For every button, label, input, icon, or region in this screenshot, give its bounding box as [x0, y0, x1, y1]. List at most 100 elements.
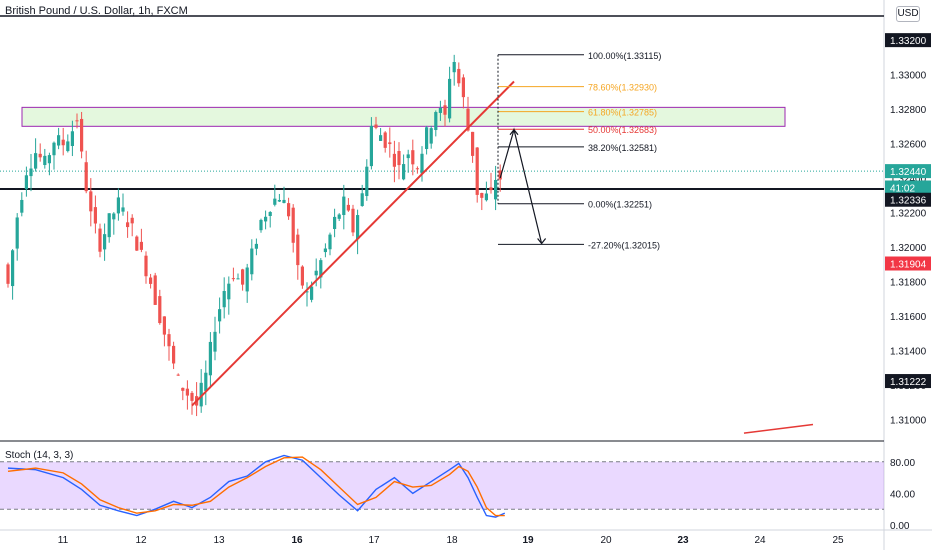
- candle-body: [139, 241, 143, 250]
- candle-body: [388, 142, 392, 145]
- y-tick-label: 1.32200: [890, 208, 927, 219]
- x-tick-label: 13: [213, 535, 225, 546]
- candle-body: [406, 154, 410, 159]
- candle-body: [328, 234, 332, 250]
- candle-body: [305, 291, 309, 293]
- candle-body: [268, 212, 272, 216]
- candle-body: [471, 131, 475, 156]
- y-tick-label: 1.31800: [890, 277, 927, 288]
- candle-body: [158, 296, 162, 324]
- fib-level-label: 0.00%(1.32251): [588, 200, 652, 210]
- currency-button[interactable]: USD: [896, 6, 920, 22]
- candle-body: [130, 217, 134, 224]
- candle-body: [411, 150, 415, 165]
- candle-body: [162, 316, 166, 335]
- candle-body: [116, 197, 120, 214]
- y-tick-label: 1.31400: [890, 346, 927, 357]
- fib-level-label: 78.60%(1.32930): [588, 83, 657, 93]
- y-tick-label: 1.32400: [890, 174, 927, 185]
- fib-level-label: -27.20%(1.32015): [588, 240, 660, 250]
- price-badge-bg: [885, 164, 931, 179]
- candle-body: [107, 213, 111, 238]
- candle-body: [121, 207, 125, 212]
- candle-body: [392, 153, 396, 167]
- candle-body: [365, 166, 369, 197]
- x-tick-label: 25: [832, 535, 844, 546]
- candle-body: [66, 141, 70, 152]
- price-badge-label: 1.33200: [890, 36, 927, 47]
- candle-body: [93, 207, 97, 224]
- candle-body: [135, 236, 139, 251]
- candle-body: [425, 127, 429, 149]
- candle-body: [149, 277, 153, 284]
- candle-body: [236, 278, 240, 280]
- candle-body: [457, 68, 461, 84]
- stoch-tick-label: 80.00: [890, 458, 915, 469]
- x-tick-label: 18: [446, 535, 458, 546]
- price-badge-label: 1.31222: [890, 377, 927, 388]
- stoch-tick-label: 40.00: [890, 489, 915, 500]
- candle-body: [199, 382, 203, 407]
- candle-body: [112, 213, 116, 220]
- supply-zone-rect: [21, 106, 786, 127]
- price-badge-bg: [885, 180, 931, 195]
- price-badge-bg: [885, 33, 931, 48]
- price-badge-label: 1.32336: [890, 196, 927, 207]
- x-tick-label: 20: [600, 535, 612, 546]
- candle-body: [144, 255, 148, 277]
- candle-body: [208, 341, 212, 376]
- price-badge-label: 1.32440: [890, 167, 927, 178]
- candle-body: [448, 78, 452, 119]
- candle-body: [153, 275, 157, 305]
- candle-body: [29, 168, 33, 177]
- candle-body: [38, 153, 42, 158]
- x-tick-label: 19: [522, 535, 534, 546]
- x-tick-label: 11: [58, 535, 69, 546]
- price-badge-bg: [885, 256, 931, 271]
- y-tick-label: 1.32800: [890, 105, 927, 116]
- price-badge-label: 41:02: [890, 183, 915, 194]
- fib-level-label: 50.00%(1.32683): [588, 125, 657, 135]
- price-badge-label: 1.31904: [890, 260, 927, 271]
- candle-body: [181, 387, 185, 391]
- candle-body: [397, 150, 401, 166]
- candle-body: [323, 248, 327, 253]
- candle-body: [489, 187, 493, 191]
- candle-body: [337, 214, 341, 219]
- candle-body: [438, 107, 442, 113]
- symbol-title: British Pound / U.S. Dollar, 1h, FXCM: [5, 5, 188, 17]
- candle-body: [245, 267, 249, 292]
- candle-body: [241, 269, 245, 285]
- candle-body: [287, 203, 291, 217]
- candle-body: [360, 193, 364, 206]
- candle-body: [126, 222, 130, 228]
- ascending-trendline: [191, 80, 515, 407]
- fib-level-label: 61.80%(1.32785): [588, 108, 657, 118]
- candle-body: [443, 105, 447, 115]
- candle-body: [24, 175, 28, 190]
- candle-body: [300, 266, 304, 286]
- candle-body: [480, 192, 484, 198]
- candle-body: [314, 270, 318, 276]
- candle-body: [475, 147, 479, 195]
- stoch-line: [7, 456, 505, 517]
- candle-body: [264, 216, 268, 222]
- secondary-trendline: [743, 423, 814, 434]
- candle-body: [250, 248, 254, 275]
- y-tick-label: 1.31000: [890, 415, 927, 426]
- candle-body: [98, 228, 102, 252]
- stoch-band: [0, 461, 884, 510]
- candle-body: [103, 234, 107, 250]
- candle-body: [204, 372, 208, 391]
- stoch-title: Stoch (14, 3, 3): [5, 450, 74, 461]
- candle-body: [383, 132, 387, 148]
- candle-body: [61, 139, 65, 146]
- candle-body: [282, 199, 286, 203]
- candle-body: [185, 388, 189, 396]
- candle-body: [89, 191, 93, 212]
- candle-body: [57, 135, 61, 146]
- candle-body: [466, 108, 470, 131]
- candle-body: [15, 217, 19, 249]
- candle-body: [402, 164, 406, 180]
